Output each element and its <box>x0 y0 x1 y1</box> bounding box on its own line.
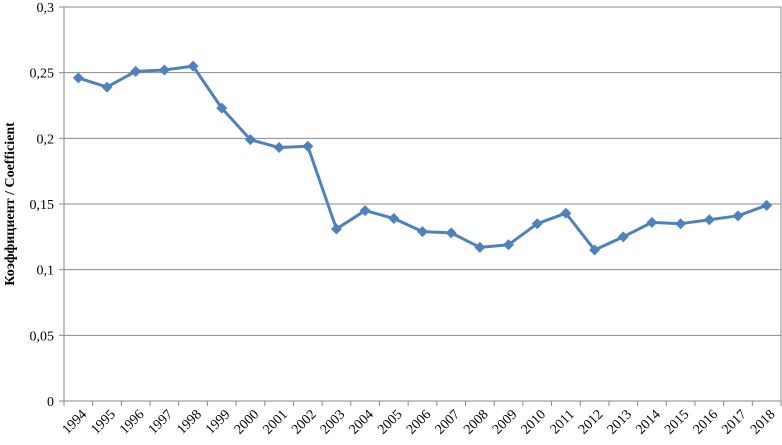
y-tick-label: 0 <box>47 395 54 410</box>
data-point-marker <box>302 140 314 152</box>
series-line-path <box>77 64 768 252</box>
data-point-marker <box>703 214 715 226</box>
x-tick-label: 2005 <box>375 407 405 437</box>
x-tick-label: 2001 <box>261 407 291 437</box>
data-point-marker <box>359 205 371 217</box>
y-axis-title: Коэффициент / Coefficient <box>3 122 18 286</box>
x-tick-label: 2006 <box>404 407 434 437</box>
data-point-marker <box>617 231 629 243</box>
y-tick-label: 0,1 <box>37 264 55 279</box>
x-tick-label: 2017 <box>719 407 749 437</box>
data-point-marker <box>445 227 457 239</box>
data-point-marker <box>72 72 84 84</box>
data-point-marker <box>130 65 142 77</box>
y-tick-label: 0,15 <box>30 198 55 213</box>
x-tick-label: 2009 <box>490 407 520 437</box>
x-tick-label: 2003 <box>318 407 348 437</box>
series-markers <box>72 60 773 256</box>
data-point-marker <box>417 226 428 238</box>
x-tick-label: 2002 <box>289 407 319 437</box>
axes <box>59 6 782 406</box>
data-point-marker <box>158 64 170 76</box>
y-tick-label: 0,25 <box>30 67 55 82</box>
data-point-marker <box>216 102 228 114</box>
data-point-marker <box>732 210 744 222</box>
gridlines <box>64 6 781 336</box>
y-tick-label: 0,05 <box>30 329 55 344</box>
data-point-marker <box>273 142 285 154</box>
x-tick-label: 2011 <box>548 407 578 437</box>
x-tick-label: 2007 <box>433 407 463 437</box>
x-tick-label: 1994 <box>60 407 90 437</box>
x-tick-label: 2013 <box>605 407 635 437</box>
x-tick-label: 1996 <box>117 407 147 437</box>
x-tick-label: 2012 <box>576 407 606 437</box>
data-point-marker <box>330 223 342 235</box>
x-tick-label: 2014 <box>633 407 663 437</box>
data-point-marker <box>474 241 486 253</box>
data-point-marker <box>101 81 113 93</box>
x-tick-label: 1999 <box>203 407 233 437</box>
x-tick-label: 2016 <box>691 407 721 437</box>
x-tick-labels: 1994199519961997199819992000200120022003… <box>60 407 779 437</box>
data-point-marker <box>531 218 543 230</box>
series-line <box>77 64 768 252</box>
data-point-marker <box>503 239 515 251</box>
x-tick-label: 2015 <box>662 407 692 437</box>
y-tick-label: 0,3 <box>37 1 55 16</box>
data-point-marker <box>675 218 687 230</box>
data-point-marker <box>646 216 658 228</box>
data-point-marker <box>761 199 773 211</box>
x-tick-label: 1998 <box>174 407 204 437</box>
data-point-marker <box>388 212 400 224</box>
x-tick-label: 2018 <box>748 407 778 437</box>
data-point-marker <box>589 244 601 256</box>
y-tick-labels: 0 0,05 0,1 0,15 0,2 0,25 0,3 <box>30 1 55 410</box>
x-tick-label: 1995 <box>88 407 118 437</box>
data-point-marker <box>187 60 199 72</box>
x-tick-label: 2008 <box>461 407 491 437</box>
data-point-marker <box>560 207 572 219</box>
x-tick-label: 2000 <box>232 407 262 437</box>
data-point-marker <box>244 134 256 146</box>
x-tick-label: 1997 <box>146 407 176 437</box>
x-tick-label: 2004 <box>347 407 377 437</box>
x-tick-label: 2010 <box>519 407 549 437</box>
y-tick-label: 0,2 <box>37 132 55 147</box>
